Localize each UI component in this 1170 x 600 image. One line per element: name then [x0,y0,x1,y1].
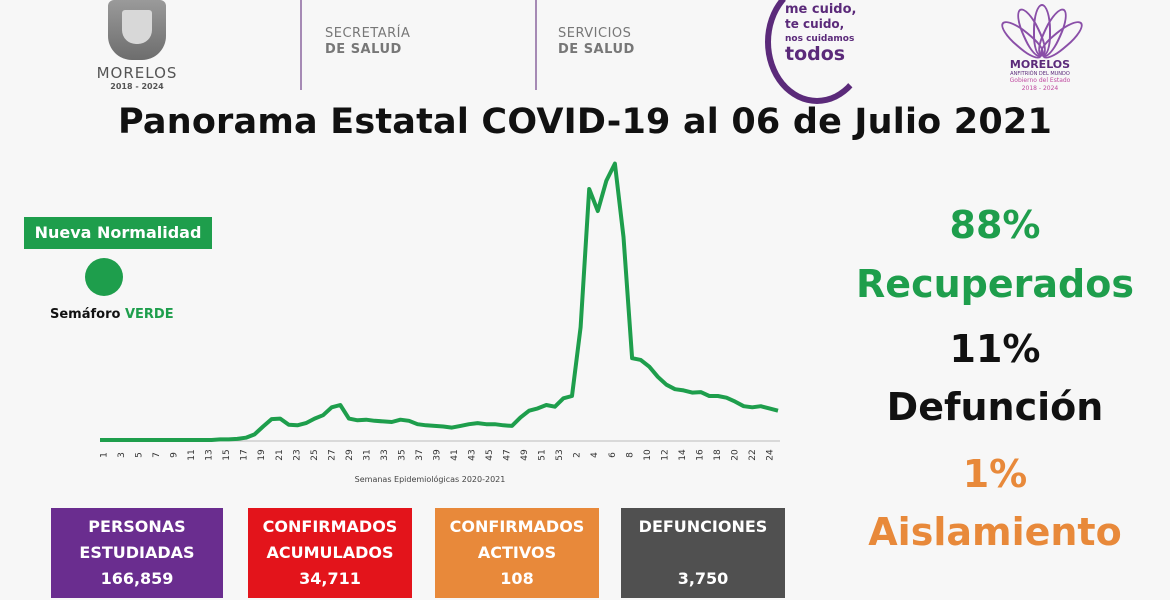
x-tick-label: 12 [660,449,670,460]
x-tick-label: 4 [590,452,600,458]
aislamiento-percent: 1% [962,452,1028,496]
campaign-line4: todos [785,43,846,65]
x-tick-label: 13 [205,449,215,460]
box-label-line1: DEFUNCIONES [638,517,768,536]
campaign-line1: me cuido, [785,2,857,17]
aislamiento-label: Aislamiento [868,510,1122,554]
x-tick-label: 22 [748,449,758,460]
x-tick-label: 39 [433,449,443,461]
x-tick-label: 53 [555,449,565,460]
x-tick-label: 17 [240,449,250,460]
x-tick-label: 37 [415,449,425,460]
defunciones-box: DEFUNCIONES 3,750 [621,508,785,598]
campaign-line3: nos cuidamos [785,34,855,44]
x-tick-label: 51 [538,449,548,460]
box-value: 166,859 [100,569,174,588]
page-title: Panorama Estatal COVID-19 al 06 de Julio… [117,102,1053,142]
x-tick-label: 6 [608,452,618,458]
x-tick-label: 18 [713,449,723,461]
campaign-line2: te cuido, [785,17,845,31]
box-label-line2: ESTUDIADAS [79,543,195,562]
x-tick-label: 14 [678,449,688,461]
x-tick-label: 16 [695,449,705,461]
x-tick-label: 31 [362,449,372,460]
defuncion-label: Defunción [886,385,1104,429]
logo-right-sub1: Gobierno del Estado [1009,77,1071,84]
state-crest-icon [108,0,166,60]
confirmados-acumulados-box: CONFIRMADOS ACUMULADOS 34,711 [248,508,412,598]
x-tick-label: 45 [485,449,495,460]
header-divider [535,0,537,90]
logo-years: 2018 - 2024 [110,82,164,91]
servicios-salud: SERVICIOS DE SALUD [558,26,635,58]
header-divider [300,0,302,90]
morelos-anfitrion-logo: MORELOS ANFITRIÓN DEL MUNDO Gobierno del… [990,0,1090,100]
x-tick-label: 24 [766,449,776,461]
x-tick-label: 29 [345,449,355,461]
x-tick-label: 25 [310,449,320,460]
dept2-line2: DE SALUD [558,42,635,57]
box-value: 34,711 [299,569,361,588]
semaforo-state: VERDE [124,307,174,322]
logo-right-tag: ANFITRIÓN DEL MUNDO [1010,71,1070,77]
defuncion-percent: 11% [949,327,1041,371]
box-label-line2: ACUMULADOS [266,543,394,562]
x-axis-label: Semanas Epidemiológicas 2020-2021 [355,474,506,484]
box-label-line1: CONFIRMADOS [262,517,398,536]
x-tick-label: 11 [187,449,197,460]
recuperados-percent: 88% [949,203,1041,247]
x-tick-label: 7 [152,452,162,458]
x-tick-label: 21 [275,449,285,460]
logo-right-name: MORELOS [1009,58,1071,71]
x-tick-label: 27 [327,449,337,460]
campaign-logo: me cuido, te cuido, nos cuidamos todos [765,0,869,104]
x-tick-label: 5 [135,452,145,458]
covid-cases-line-chart: 1 3 5 7 9 11 13 15 17 19 21 23 25 27 29 31 33 35 37 39 41 43 4… [100,161,780,484]
x-tick-label: 47 [503,449,513,460]
campaign-arc-icon [765,0,869,104]
x-tick-label: 15 [222,449,232,460]
x-tick-label: 23 [292,449,302,460]
x-tick-label: 9 [170,452,180,458]
x-tick-label: 3 [117,452,127,458]
recuperados-label: Recuperados [856,262,1134,306]
x-tick-label: 2 [573,452,583,458]
box-value: 108 [500,569,534,588]
lotus-flower-icon [996,0,1088,63]
series-line [100,161,779,442]
semaforo-label: Semáforo VERDE [50,307,174,322]
confirmados-activos-box: CONFIRMADOS ACTIVOS 108 [435,508,599,598]
x-tick-label: 41 [450,449,460,460]
x-tick-label: 20 [730,449,740,461]
x-tick-label: 35 [397,449,407,460]
personas-estudiadas-box: PERSONAS ESTUDIADAS 166,859 [51,508,223,598]
logo-name: MORELOS [96,64,178,82]
box-value: 3,750 [677,569,729,588]
dept1-line2: DE SALUD [325,42,402,57]
secretaria-salud: SECRETARÍA DE SALUD [325,26,410,58]
dept1-line1: SECRETARÍA [325,26,411,41]
x-tick-label: 8 [625,452,635,458]
x-tick-label: 19 [257,449,267,461]
x-tick-label: 1 [100,452,110,458]
x-tick-label: 49 [520,449,530,461]
traffic-light-dot-icon [85,258,123,296]
nueva-normalidad-badge: Nueva Normalidad [24,217,212,249]
x-tick-labels: 1 3 5 7 9 11 13 15 17 19 21 23 25 27 29 31 33 35 37 39 41 43 4… [100,449,776,461]
morelos-logo: MORELOS 2018 - 2024 [82,0,192,100]
x-tick-label: 33 [380,449,390,460]
semaforo-text: Semáforo [50,307,121,322]
logo-right-sub2: 2018 - 2024 [1021,85,1059,92]
box-label-line2: ACTIVOS [477,543,557,562]
box-label-line1: CONFIRMADOS [449,517,585,536]
x-tick-label: 43 [468,449,478,460]
box-label-spacer [621,540,785,566]
box-label-line1: PERSONAS [88,517,186,536]
dept2-line1: SERVICIOS [558,26,632,41]
x-tick-label: 10 [643,449,653,461]
